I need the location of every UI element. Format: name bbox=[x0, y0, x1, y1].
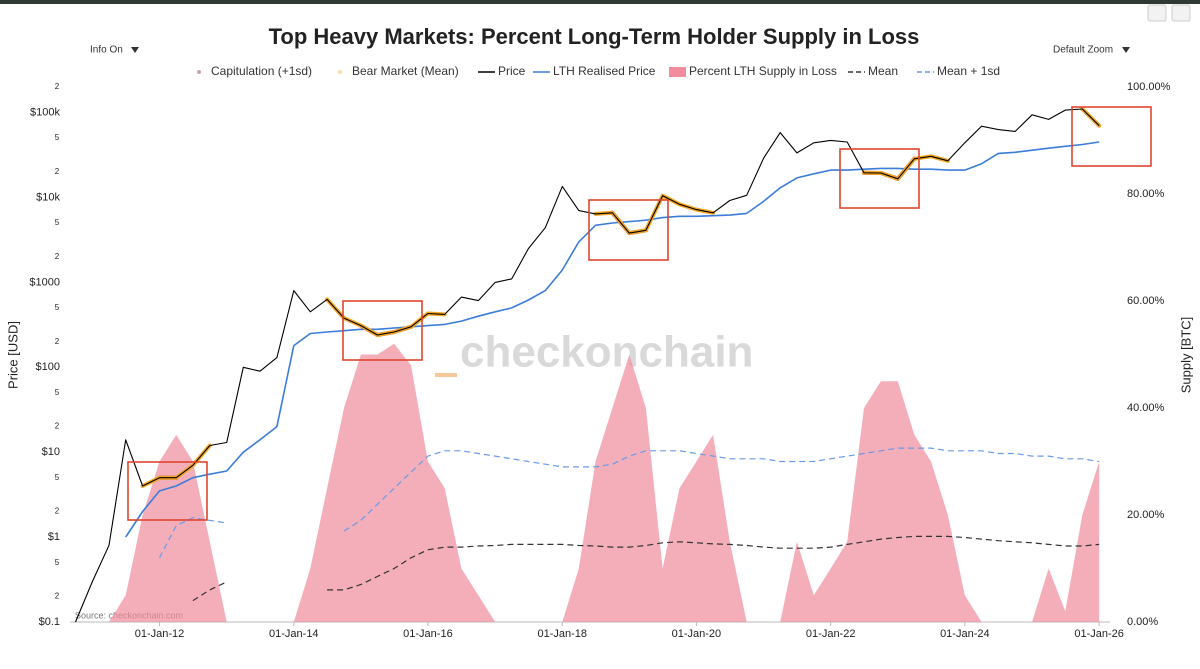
legend-dot bbox=[197, 70, 201, 74]
chart-icon[interactable] bbox=[1171, 4, 1191, 22]
y-tick-label: 2 bbox=[55, 82, 60, 91]
y-tick-label: $100k bbox=[30, 106, 60, 118]
chart-title: Top Heavy Markets: Percent Long-Term Hol… bbox=[269, 24, 920, 49]
y-tick-label: 5 bbox=[55, 218, 60, 227]
dropdown-arrow bbox=[131, 47, 139, 53]
y-tick-label: 2 bbox=[55, 422, 60, 431]
y2-tick-label: 80.00% bbox=[1127, 188, 1165, 200]
highlight-box bbox=[127, 461, 208, 521]
legend-label: Capitulation (+1sd) bbox=[211, 64, 312, 78]
y-tick-label: 2 bbox=[55, 592, 60, 601]
y-tick-label: 5 bbox=[55, 388, 60, 397]
dropdown-arrow bbox=[1122, 47, 1130, 53]
legend-label: Mean bbox=[868, 64, 898, 78]
legend-label: Bear Market (Mean) bbox=[352, 64, 459, 78]
y-tick-label: 5 bbox=[55, 558, 60, 567]
y-tick-label: 2 bbox=[55, 507, 60, 516]
x-tick-label: 01-Jan-18 bbox=[537, 628, 587, 640]
x-tick-label: 01-Jan-20 bbox=[672, 628, 722, 640]
watermark: checkonchain bbox=[460, 328, 753, 377]
y-tick-label: $10 bbox=[42, 446, 60, 458]
y-tick-label: 5 bbox=[55, 473, 60, 482]
legend-dot bbox=[338, 70, 342, 74]
legend-label: LTH Realised Price bbox=[553, 64, 656, 78]
x-tick-label: 01-Jan-16 bbox=[403, 628, 453, 640]
annotation-boxes bbox=[127, 106, 1152, 521]
y-tick-label: $0.1 bbox=[39, 616, 60, 628]
x-tick-label: 01-Jan-22 bbox=[806, 628, 856, 640]
top-bar bbox=[0, 0, 1200, 4]
zoom-select[interactable]: Default Zoom bbox=[1053, 45, 1130, 56]
y-tick-label: 2 bbox=[55, 167, 60, 176]
highlight-box bbox=[588, 199, 669, 261]
y-tick-label: $1000 bbox=[29, 276, 60, 288]
y2-axis-title: Supply [BTC] bbox=[1178, 317, 1193, 394]
y2-tick-label: 60.00% bbox=[1127, 295, 1165, 307]
y-tick-label: $10k bbox=[36, 191, 60, 203]
y-tick-label: 2 bbox=[55, 337, 60, 346]
watermark-underscore bbox=[435, 373, 457, 377]
line bbox=[74, 108, 1100, 623]
camera-icon[interactable] bbox=[1147, 4, 1167, 22]
y-axis-title: Price [USD] bbox=[5, 321, 20, 389]
supply-area bbox=[75, 343, 1100, 622]
y-tick-label: $1 bbox=[48, 531, 60, 543]
legend-swatch bbox=[669, 67, 686, 77]
y2-tick-label: 20.00% bbox=[1127, 509, 1165, 521]
y-tick-label: $100 bbox=[36, 361, 60, 373]
highlight-box bbox=[839, 148, 920, 209]
y2-tick-label: 100.00% bbox=[1127, 81, 1171, 93]
dashed-line bbox=[158, 447, 1100, 559]
y2-tick-label: 40.00% bbox=[1127, 402, 1165, 414]
y-tick-label: 2 bbox=[55, 252, 60, 261]
info-toggle[interactable]: Info On bbox=[90, 45, 139, 56]
line bbox=[125, 141, 1100, 538]
x-tick-label: 01-Jan-26 bbox=[1074, 628, 1124, 640]
x-tick-label: 01-Jan-14 bbox=[269, 628, 319, 640]
plot-area: 01-Jan-12 01-Jan-14 01-Jan-16 01-Jan-18 01-J… bbox=[29, 81, 1170, 640]
highlight-box bbox=[342, 300, 423, 361]
info-label: Info On bbox=[90, 45, 123, 56]
dashed-line bbox=[192, 535, 1100, 602]
y-tick-label: 5 bbox=[55, 303, 60, 312]
zoom-label: Default Zoom bbox=[1053, 45, 1113, 56]
highlight-box bbox=[1071, 106, 1152, 167]
y-tick-label: 5 bbox=[55, 133, 60, 142]
legend: Capitulation (+1sd) Bear Market (Mean) Pri… bbox=[197, 64, 1000, 78]
legend-label: Price bbox=[498, 64, 526, 78]
y2-tick-label: 0.00% bbox=[1127, 616, 1158, 628]
legend-label: Percent LTH Supply in Loss bbox=[689, 64, 837, 78]
x-tick-label: 01-Jan-12 bbox=[135, 628, 185, 640]
x-tick-label: 01-Jan-24 bbox=[940, 628, 990, 640]
legend-label: Mean + 1sd bbox=[937, 64, 1000, 78]
